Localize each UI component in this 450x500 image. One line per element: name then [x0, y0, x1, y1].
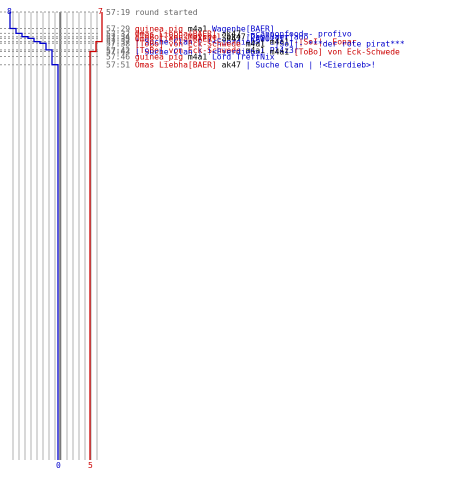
event-segment: Omas Liebha[BAER]	[135, 34, 217, 43]
event-time: 57:35	[106, 34, 135, 43]
event-segment: | Suche Clan | !<Eierdieb>!	[135, 38, 265, 47]
event-segment: m4a1	[241, 46, 270, 55]
event-segment: ak47	[217, 34, 246, 43]
red-start-score: 7	[98, 7, 103, 16]
event-segment: | Suche Clan | !<Eierdieb>!	[135, 48, 265, 57]
event-segment: m4a1	[183, 24, 212, 33]
event-line: 57:46 guinea_pig m4a1 Lord TreffNix	[106, 52, 275, 61]
event-segment: -=cannonfood=- profivo	[246, 29, 352, 38]
event-time: 57:43	[106, 48, 135, 57]
event-segment: Omas Liebha[BAER]	[135, 61, 217, 70]
event-time: 57:38	[106, 39, 135, 48]
event-line: 57:32 Omas Liebha[BAER] ak47 -=cannonfoo…	[106, 29, 352, 38]
event-line: 57:38 [ToBo] von Eck-Schwede m4a1 -|SoI|…	[106, 39, 405, 48]
event-segment: guinea_pig	[135, 52, 183, 61]
event-segment: Wagenhe[BAER]	[212, 24, 275, 33]
event-line: 57:37 | Suche Clan | !<Eierdieb>! m4a1 -…	[106, 38, 357, 47]
event-time: 57:37	[106, 38, 135, 47]
event-segment: m4a1	[183, 52, 212, 61]
event-segment: Des[Baer]ado	[251, 33, 309, 42]
event-time: 57:29	[106, 24, 135, 33]
red-score-line	[89, 12, 103, 460]
event-line: 57:42 [ToBo] von Eck-Schwede m4a1 Pl4z3r	[106, 46, 299, 55]
event-segment: m4a1	[265, 38, 294, 47]
blue-score-line	[9, 12, 59, 460]
blue-start-score: 8	[7, 7, 12, 16]
red-end-score: 5	[88, 461, 93, 470]
event-time: 57:34	[106, 33, 135, 42]
event-line: 57:34 [ToBo] von Meissel ak47 Des[Baer]a…	[106, 33, 308, 42]
event-segment: [ToBo] von Meissel	[135, 33, 222, 42]
event-segment: m4a1	[241, 39, 270, 48]
event-time: 57:46	[106, 52, 135, 61]
event-segment: [ToBo] von Eck-Schwede	[135, 39, 241, 48]
score-labels: 8 7 0 5	[7, 7, 103, 470]
event-segment: ak47	[217, 29, 246, 38]
event-segment: Pl4z3r	[270, 46, 299, 55]
event-segment: m4a1	[265, 48, 294, 57]
event-line: 57:19 round started	[106, 8, 198, 17]
event-segment: round started	[135, 8, 198, 17]
event-segment: -|SoI|- ***der rote pirat***	[270, 39, 405, 48]
event-line: 57:43 | Suche Clan | !<Eierdieb>! m4a1 […	[106, 48, 400, 57]
event-segment: guinea_pig	[135, 24, 183, 33]
event-segment: [ToBo] von Eck-Schwede	[135, 46, 241, 55]
event-segment: | Suche Clan | !<Eierdieb>!	[246, 61, 376, 70]
event-segment: Omas Liebha[BAER]	[135, 29, 217, 38]
event-time: 57:32	[106, 29, 135, 38]
event-segment: Lord TreffNix	[212, 52, 275, 61]
event-time: 57:19	[106, 8, 135, 17]
blue-end-score: 0	[56, 461, 61, 470]
event-line: 57:35 Omas Liebha[BAER] ak47 [KAWO]TTT	[106, 34, 289, 43]
event-line: 57:51 Omas Liebha[BAER] ak47 | Suche Cla…	[106, 61, 376, 70]
event-segment: [KAWO]TTT	[246, 34, 290, 43]
event-line: 57:29 guinea_pig m4a1 Wagenhe[BAER]	[106, 24, 275, 33]
event-time: 57:42	[106, 46, 135, 55]
event-time: 57:51	[106, 61, 135, 70]
event-segment: ak47	[222, 33, 251, 42]
event-segment: ak47	[217, 61, 246, 70]
series-lines	[9, 12, 103, 460]
event-segment: [ToBo] von Eck-Schwede	[294, 48, 400, 57]
grid-lines	[12, 12, 98, 460]
event-segment: -|SoI|- Eonar	[294, 38, 357, 47]
